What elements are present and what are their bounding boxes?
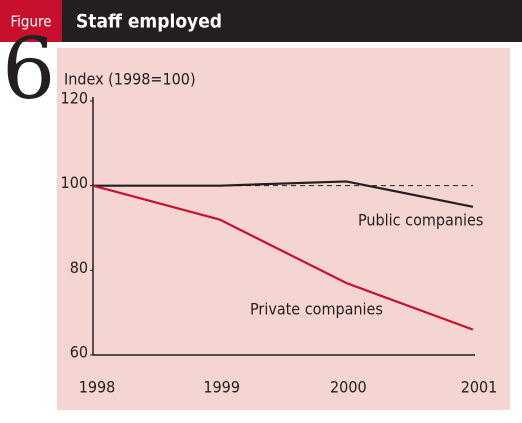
plot-background (57, 48, 510, 410)
series-label: Private companies (250, 300, 383, 319)
header-badge-box (0, 0, 62, 42)
y-tick-label: 120 (61, 89, 88, 108)
figure-number: 6 (2, 20, 55, 118)
header-badge: Figure (10, 13, 51, 31)
y-tick-label: 60 (70, 343, 88, 362)
series-line (93, 180, 474, 208)
header-bar (0, 0, 522, 42)
series-label: Public companies (358, 211, 483, 230)
y-tick-label: 80 (70, 258, 88, 277)
y-axis-label: Index (1998=100) (64, 70, 196, 89)
x-tick-label: 1998 (79, 378, 116, 397)
y-tick-label: 100 (61, 173, 88, 192)
chart-title: Staff employed (76, 11, 222, 33)
x-tick-label: 1999 (203, 378, 240, 397)
series-line (92, 184, 474, 331)
x-tick-label: 2000 (330, 378, 367, 397)
x-tick-label: 2001 (461, 378, 498, 397)
